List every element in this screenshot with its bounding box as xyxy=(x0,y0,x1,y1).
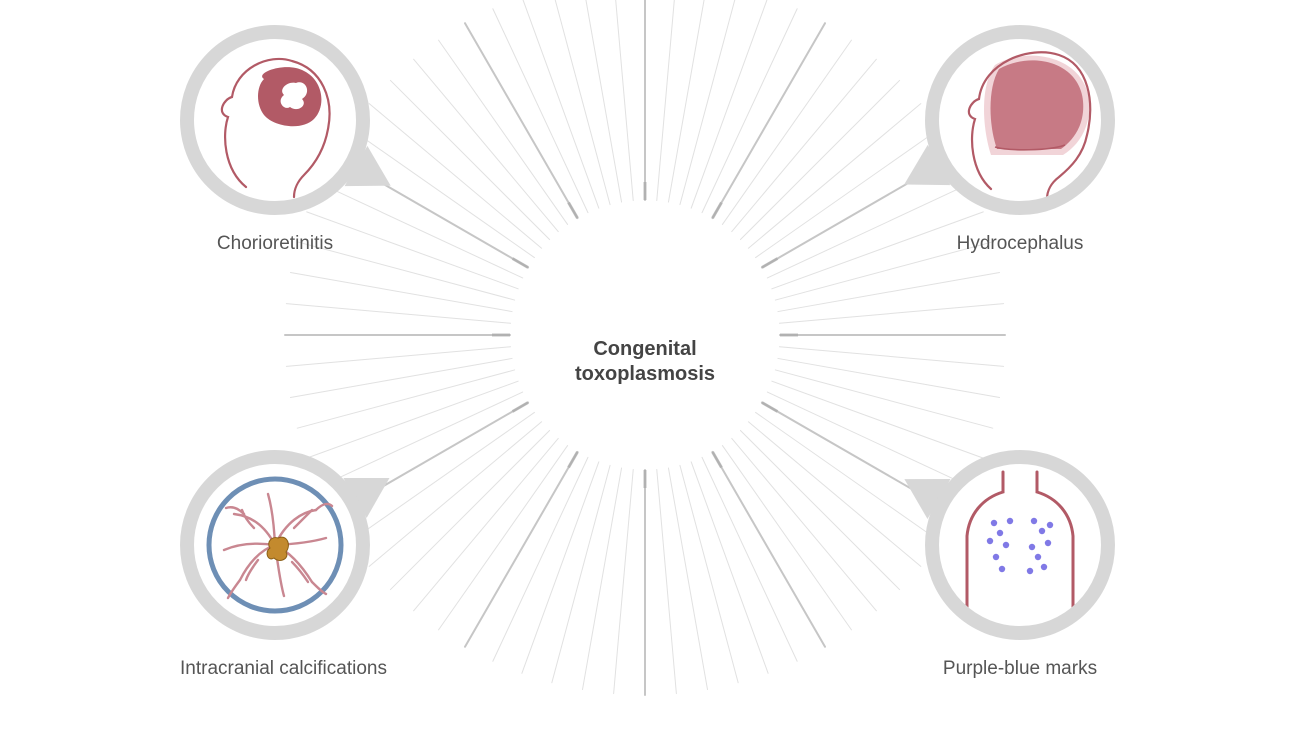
node-chorioretinitis: Chorioretinitis xyxy=(180,25,370,255)
ring-hydrocephalus xyxy=(925,25,1115,215)
diagram-stage: Congenital toxoplasmosis Chorioretinitis… xyxy=(0,0,1290,731)
illus-chorioretinitis xyxy=(194,39,356,201)
ring-purpleblue xyxy=(925,450,1115,640)
node-purpleblue: Purple-blue marks xyxy=(925,450,1115,680)
label-purpleblue: Purple-blue marks xyxy=(925,658,1115,680)
illus-intracranial xyxy=(194,464,356,626)
ring-intracranial xyxy=(180,450,370,640)
center-title: Congenital toxoplasmosis xyxy=(575,337,715,387)
ring-chorioretinitis xyxy=(180,25,370,215)
illus-hydrocephalus xyxy=(939,39,1101,201)
node-intracranial: Intracranial calcifications xyxy=(180,450,387,680)
label-hydrocephalus: Hydrocephalus xyxy=(925,233,1115,255)
label-intracranial: Intracranial calcifications xyxy=(180,658,387,680)
label-chorioretinitis: Chorioretinitis xyxy=(180,233,370,255)
illus-purpleblue xyxy=(939,464,1101,626)
node-hydrocephalus: Hydrocephalus xyxy=(925,25,1115,255)
